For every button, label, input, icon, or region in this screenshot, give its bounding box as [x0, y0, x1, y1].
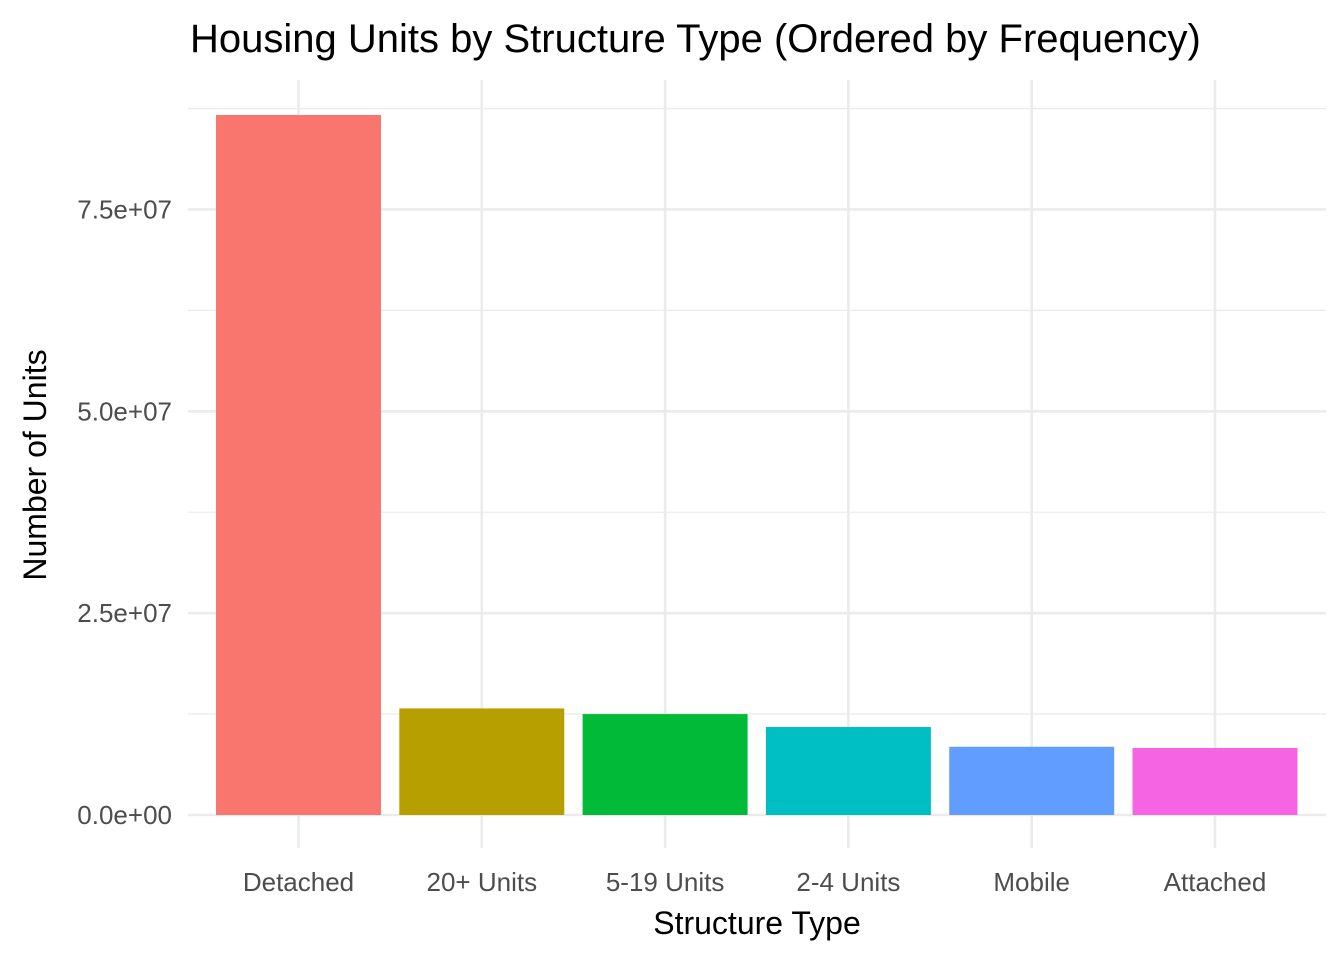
- x-tick-label: Mobile: [993, 867, 1070, 897]
- bar-20-units: [399, 708, 565, 815]
- x-tick-label: Attached: [1164, 867, 1267, 897]
- x-tick-label: 2-4 Units: [796, 867, 900, 897]
- bar-2-4-units: [765, 727, 931, 815]
- chart-title: Housing Units by Structure Type (Ordered…: [190, 17, 1201, 61]
- y-axis-title: Number of Units: [17, 349, 53, 580]
- y-tick-label: 5.0e+07: [77, 396, 172, 426]
- y-axis-ticks: 0.0e+00 2.5e+07 5.0e+07 7.5e+07: [77, 194, 172, 830]
- x-tick-label: Detached: [243, 867, 354, 897]
- bar-5-19-units: [582, 714, 748, 815]
- bar-detached: [216, 115, 381, 815]
- y-tick-label: 0.0e+00: [77, 800, 172, 830]
- bar-attached: [1132, 747, 1298, 815]
- y-tick-label: 7.5e+07: [77, 194, 172, 224]
- bars: [216, 115, 1298, 815]
- x-axis-ticks: Detached 20+ Units 5-19 Units 2-4 Units Mobi…: [243, 867, 1266, 897]
- y-tick-label: 2.5e+07: [77, 598, 172, 628]
- bar-mobile: [949, 746, 1115, 815]
- x-tick-label: 20+ Units: [427, 867, 538, 897]
- x-tick-label: 5-19 Units: [606, 867, 725, 897]
- x-axis-title: Structure Type: [653, 905, 861, 941]
